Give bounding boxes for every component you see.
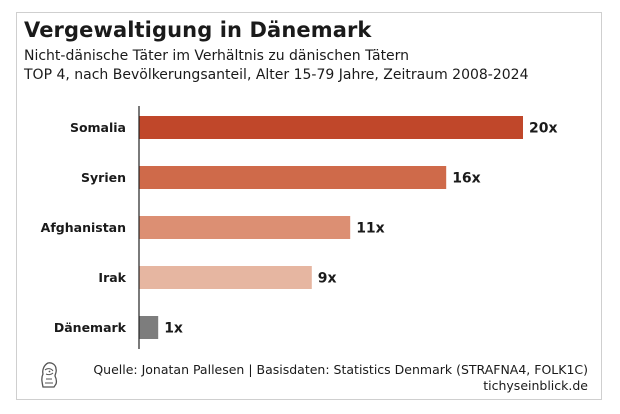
category-label: Syrien (81, 170, 126, 185)
bar-somalia (139, 116, 523, 139)
value-label: 20x (529, 121, 558, 137)
value-label: 11x (356, 221, 385, 237)
chart-title: Vergewaltigung in Dänemark (24, 18, 372, 42)
chart-subtitle: Nicht-dänische Täter im Verhältnis zu dä… (24, 47, 528, 85)
subtitle-line-2: TOP 4, nach Bevölkerungsanteil, Alter 15… (24, 67, 529, 83)
value-label: 9x (318, 271, 337, 287)
source-note: Quelle: Jonatan Pallesen | Basisdaten: S… (93, 362, 588, 377)
bar-afghanistan (139, 216, 351, 239)
publisher-logo-icon (41, 362, 58, 388)
chart-card (16, 12, 602, 400)
category-label: Somalia (70, 120, 126, 135)
value-label: 16x (452, 171, 481, 187)
bar-dänemark (139, 316, 159, 339)
site-name: tichyseinblick.de (483, 378, 588, 393)
subtitle-line-1: Nicht-dänische Täter im Verhältnis zu dä… (24, 48, 410, 64)
value-label: 1x (164, 321, 183, 337)
category-label: Irak (98, 270, 126, 285)
bar-syrien (139, 166, 447, 189)
category-label: Afghanistan (41, 220, 126, 235)
bar-irak (139, 266, 312, 289)
category-label: Dänemark (54, 320, 127, 335)
